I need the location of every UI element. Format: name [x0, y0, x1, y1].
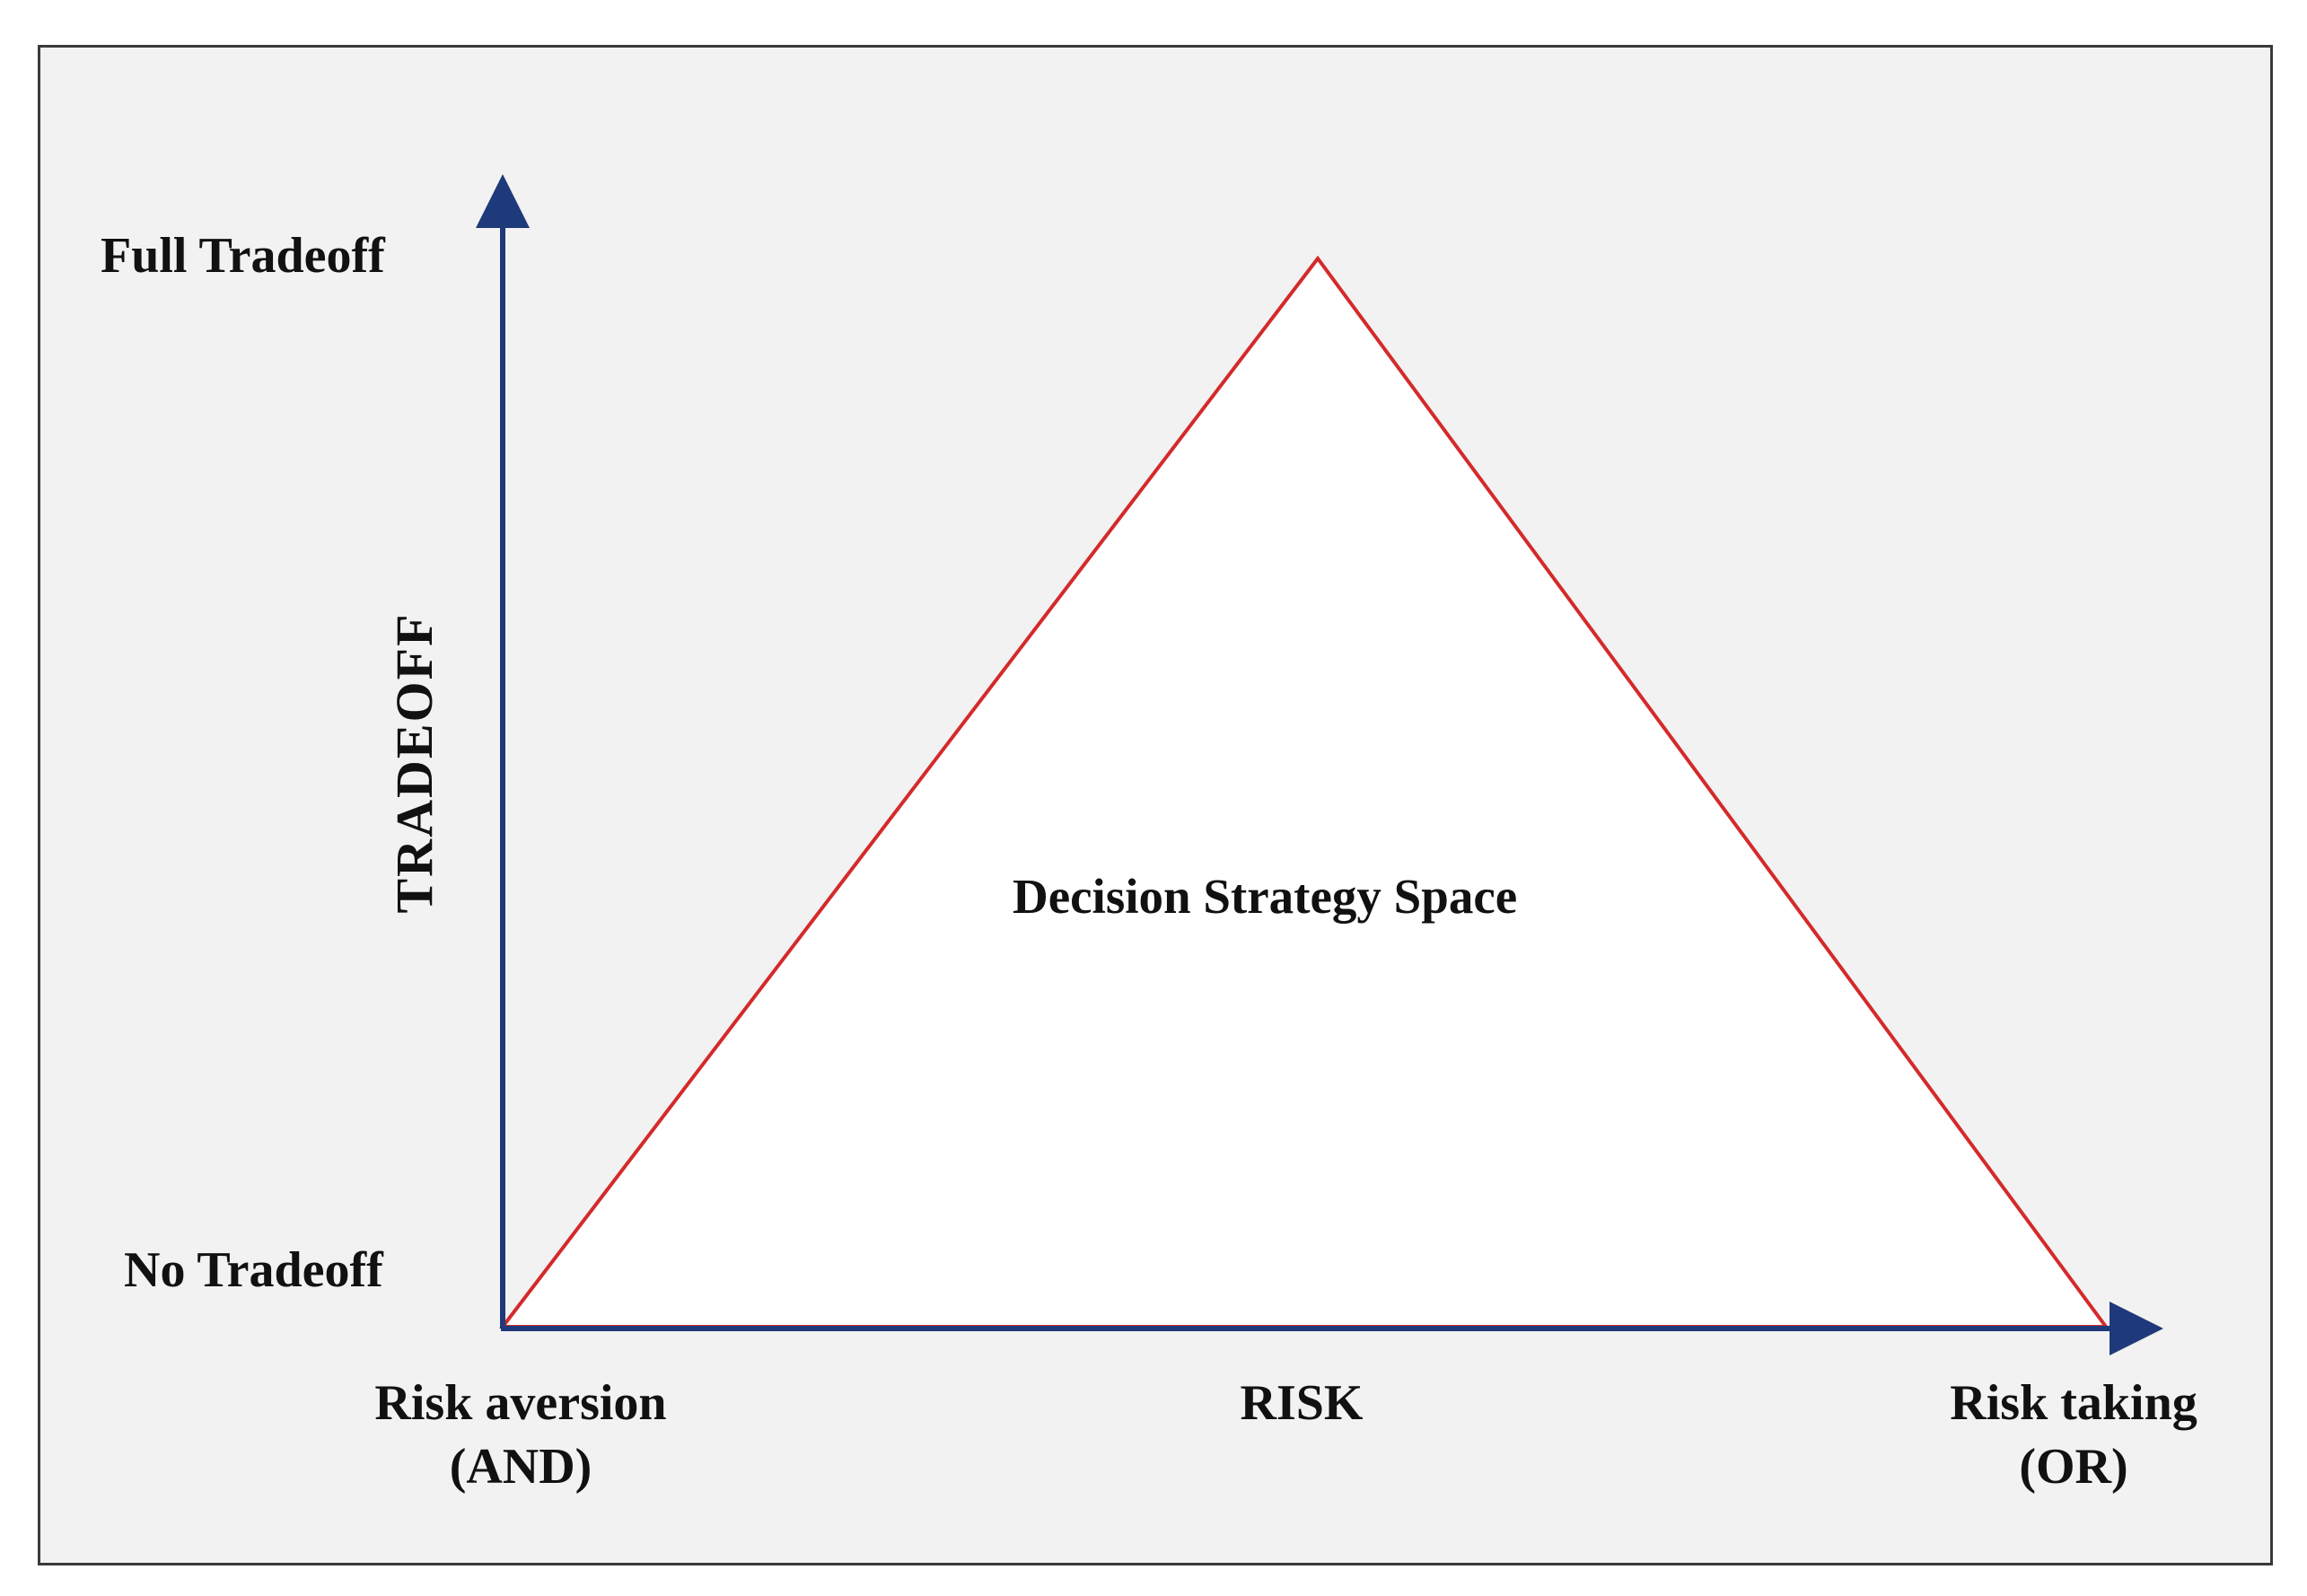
region-label: Decision Strategy Space — [1013, 869, 1518, 924]
risk-aversion-label: Risk aversion (AND) — [341, 1373, 700, 1497]
risk-taking-line2: (OR) — [2019, 1439, 2128, 1495]
full-tradeoff-label: Full Tradeoff — [101, 228, 385, 284]
x-axis-title: RISK — [1240, 1375, 1364, 1431]
no-tradeoff-label: No Tradeoff — [124, 1242, 383, 1298]
risk-aversion-line2: (AND) — [449, 1439, 592, 1495]
decision-strategy-triangle — [498, 255, 2110, 1329]
risk-taking-line1: Risk taking — [1950, 1375, 2197, 1431]
risk-aversion-line1: Risk aversion — [374, 1375, 667, 1431]
y-axis-title: TRADEOFF — [385, 612, 444, 914]
risk-taking-label: Risk taking (OR) — [1912, 1373, 2235, 1497]
